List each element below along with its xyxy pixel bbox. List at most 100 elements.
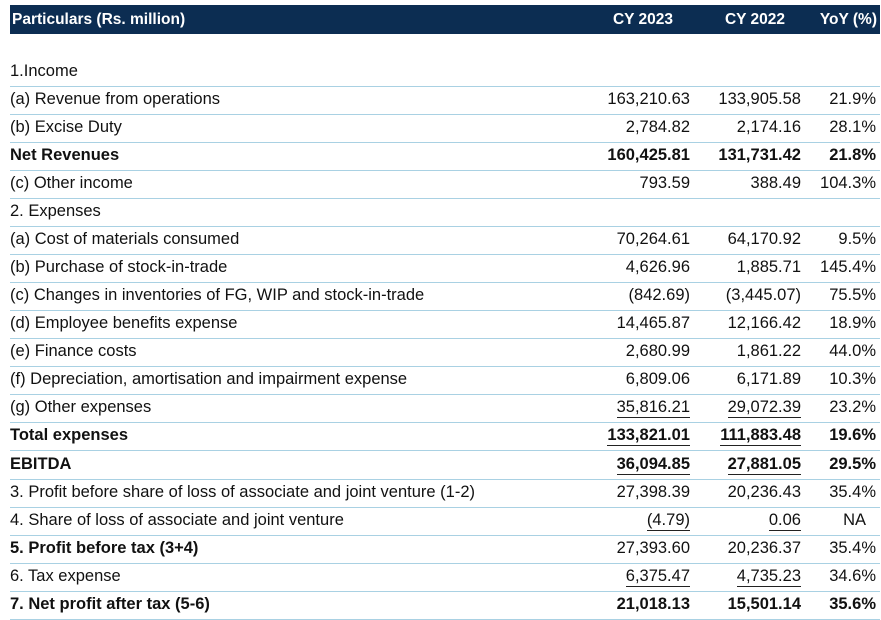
row-cy2022: 133,905.58 <box>718 90 801 108</box>
row-label: 4. Share of loss of associate and joint … <box>10 511 344 529</box>
row-yoy: 34.6% <box>829 567 876 585</box>
row-label: (c) Other income <box>10 174 133 192</box>
row-cy2022: 6,171.89 <box>736 370 801 388</box>
table-row: 3. Profit before share of loss of associ… <box>10 479 880 508</box>
row-label: 2. Expenses <box>10 202 101 220</box>
row-cy2022: 1,885.71 <box>736 258 801 276</box>
row-yoy: 21.9% <box>829 90 876 108</box>
row-cy2023: 2,680.99 <box>625 342 690 360</box>
row-cy2022: 29,072.39 <box>727 398 801 418</box>
table-row: (c) Other income 793.59 388.49 104.3% <box>10 170 880 199</box>
row-cy2023: 6,375.47 <box>625 567 690 587</box>
table-row: (f) Depreciation, amortisation and impai… <box>10 366 880 395</box>
row-cy2022: 27,881.05 <box>727 455 801 475</box>
row-yoy: NA <box>843 511 866 529</box>
row-cy2022: (3,445.07) <box>725 286 801 304</box>
row-cy2022: 15,501.14 <box>727 595 801 613</box>
table-row: Net Revenues 160,425.81 131,731.42 21.8% <box>10 142 880 171</box>
row-yoy: 18.9% <box>829 314 876 332</box>
row-cy2023: 6,809.06 <box>625 370 690 388</box>
row-cy2023: 793.59 <box>639 174 690 192</box>
table-row: (e) Finance costs 2,680.99 1,861.22 44.0… <box>10 338 880 367</box>
row-cy2023: 2,784.82 <box>625 118 690 136</box>
row-label: EBITDA <box>10 455 72 473</box>
row-cy2023: 4,626.96 <box>625 258 690 276</box>
table-row: Total expenses 133,821.01 111,883.48 19.… <box>10 422 880 451</box>
row-cy2023: 14,465.87 <box>616 314 690 332</box>
row-cy2022: 64,170.92 <box>727 230 801 248</box>
row-yoy: 35.4% <box>829 483 876 501</box>
table-row: 6. Tax expense 6,375.47 4,735.23 34.6% <box>10 563 880 592</box>
row-label: (e) Finance costs <box>10 342 137 360</box>
row-cy2023: 27,393.60 <box>616 539 690 557</box>
header-particulars: Particulars (Rs. million) <box>12 11 186 28</box>
row-label: (g) Other expenses <box>10 398 152 416</box>
row-label: (f) Depreciation, amortisation and impai… <box>10 370 408 388</box>
header-yoy: YoY (%) <box>819 11 877 28</box>
row-cy2022: 20,236.37 <box>727 539 801 557</box>
row-yoy: 19.6% <box>829 426 876 444</box>
row-cy2022: 12,166.42 <box>727 314 801 332</box>
row-yoy: 44.0% <box>829 342 876 360</box>
table-row: (c) Changes in inventories of FG, WIP an… <box>10 282 880 311</box>
row-cy2023: 163,210.63 <box>607 90 690 108</box>
financial-table: Particulars (Rs. million) CY 2023 CY 202… <box>10 5 880 620</box>
row-cy2022: 2,174.16 <box>736 118 801 136</box>
table-row: 7. Net profit after tax (5-6) 21,018.13 … <box>10 591 880 620</box>
row-yoy: 29.5% <box>829 455 876 473</box>
row-cy2022: 388.49 <box>750 174 801 192</box>
row-cy2023: 70,264.61 <box>616 230 690 248</box>
row-cy2023: 133,821.01 <box>607 426 690 446</box>
row-label: 6. Tax expense <box>10 567 121 585</box>
header-cy2023: CY 2023 <box>612 11 673 28</box>
row-cy2023: (4.79) <box>646 511 690 531</box>
row-yoy: 35.6% <box>829 595 876 613</box>
header-cy2022: CY 2022 <box>724 11 785 28</box>
table-row: 2. Expenses <box>10 198 880 227</box>
table-header: Particulars (Rs. million) CY 2023 CY 202… <box>10 5 880 34</box>
row-yoy: 23.2% <box>829 398 876 416</box>
row-label: (c) Changes in inventories of FG, WIP an… <box>10 286 425 304</box>
table-row: 5. Profit before tax (3+4) 27,393.60 20,… <box>10 535 880 564</box>
row-label: (a) Revenue from operations <box>10 90 221 108</box>
table-row: 4. Share of loss of associate and joint … <box>10 507 880 536</box>
row-cy2022: 0.06 <box>768 511 801 531</box>
row-label: 5. Profit before tax (3+4) <box>10 539 199 557</box>
row-label: (b) Purchase of stock-in-trade <box>10 258 228 276</box>
row-label: (a) Cost of materials consumed <box>10 230 240 248</box>
row-label: 1.Income <box>10 62 78 80</box>
row-label: Total expenses <box>10 426 128 444</box>
row-yoy: 21.8% <box>829 146 876 164</box>
row-cy2022: 131,731.42 <box>718 146 801 164</box>
row-yoy: 28.1% <box>829 118 876 136</box>
row-yoy: 104.3% <box>820 174 876 192</box>
table-row: (g) Other expenses 35,816.21 29,072.39 2… <box>10 394 880 423</box>
row-label: (d) Employee benefits expense <box>10 314 238 332</box>
table-row: (b) Purchase of stock-in-trade 4,626.96 … <box>10 254 880 283</box>
table-row: EBITDA 36,094.85 27,881.05 29.5% <box>10 451 880 480</box>
row-label: 3. Profit before share of loss of associ… <box>10 483 475 501</box>
row-yoy: 145.4% <box>820 258 876 276</box>
row-cy2023: 35,816.21 <box>616 398 690 418</box>
row-cy2023: 21,018.13 <box>616 595 690 613</box>
table-row: (d) Employee benefits expense 14,465.87 … <box>10 310 880 339</box>
row-cy2023: (842.69) <box>628 286 690 304</box>
table-row: (a) Revenue from operations 163,210.63 1… <box>10 86 880 115</box>
row-cy2023: 36,094.85 <box>616 455 690 475</box>
row-cy2023: 27,398.39 <box>616 483 690 501</box>
row-cy2022: 20,236.43 <box>727 483 801 501</box>
row-yoy: 35.4% <box>829 539 876 557</box>
row-cy2022: 4,735.23 <box>736 567 801 587</box>
table-row: 1.Income <box>10 58 880 87</box>
row-label: 7. Net profit after tax (5-6) <box>10 595 210 613</box>
row-yoy: 10.3% <box>829 370 876 388</box>
table-row: (b) Excise Duty 2,784.82 2,174.16 28.1% <box>10 114 880 143</box>
row-cy2022: 111,883.48 <box>720 426 801 446</box>
row-cy2023: 160,425.81 <box>607 146 690 164</box>
row-label: (b) Excise Duty <box>10 118 122 136</box>
row-cy2022: 1,861.22 <box>736 342 801 360</box>
row-yoy: 75.5% <box>829 286 876 304</box>
row-label: Net Revenues <box>10 146 120 164</box>
table-row: (a) Cost of materials consumed 70,264.61… <box>10 226 880 255</box>
row-yoy: 9.5% <box>838 230 876 248</box>
